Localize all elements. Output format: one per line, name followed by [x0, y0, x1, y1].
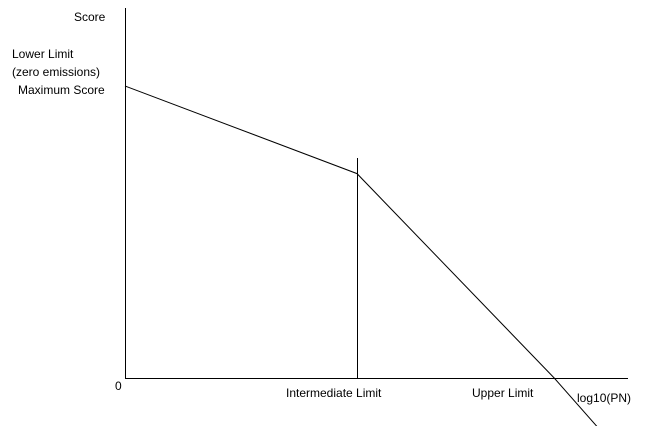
- x-axis-label: log10(PN): [577, 391, 631, 405]
- lower-limit-label: Lower Limit: [12, 47, 74, 61]
- upper-limit-label: Upper Limit: [472, 386, 534, 400]
- score-series-line: [124, 85, 598, 426]
- zero-emissions-label: (zero emissions): [12, 65, 100, 79]
- intermediate-limit-label: Intermediate Limit: [286, 386, 382, 400]
- maximum-score-label: Maximum Score: [18, 83, 105, 97]
- y-axis-label: Score: [74, 10, 106, 24]
- origin-label: 0: [115, 379, 122, 393]
